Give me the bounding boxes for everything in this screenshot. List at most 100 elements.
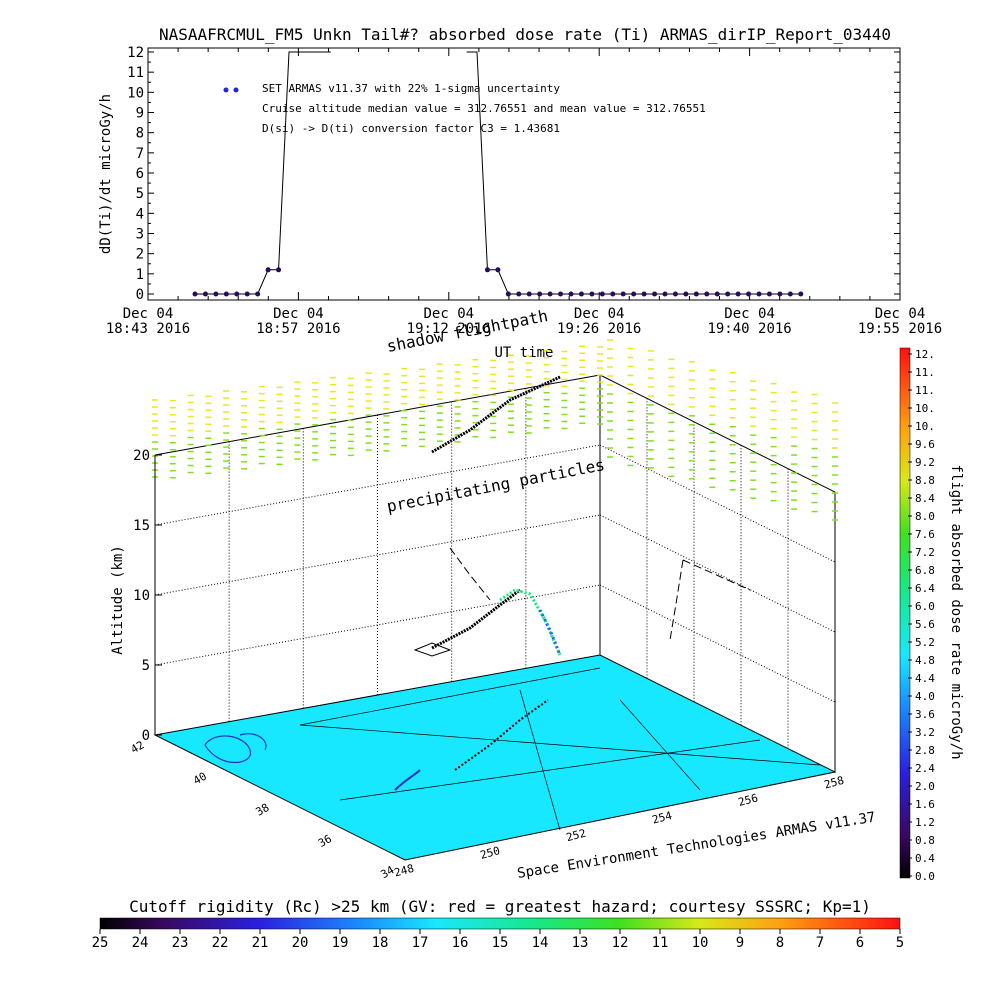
dose-colorbar-tick-label: 9.2 — [915, 456, 935, 469]
state-border — [519, 689, 561, 831]
coastline — [204, 735, 251, 763]
dose-colorbar-tick-label: 4.8 — [915, 654, 935, 667]
rigidity-colorbar-tick-label: 19 — [332, 935, 349, 951]
altitude-tick-label: 10 — [133, 588, 150, 604]
y-tick-label: 10 — [127, 85, 144, 101]
rigidity-colorbar-tick-label: 17 — [412, 935, 429, 951]
dose-colorbar-tick-label: 3.6 — [915, 708, 935, 721]
rigidity-colorbar-tick-label: 23 — [172, 935, 189, 951]
projection-line — [449, 547, 491, 601]
altitude-axis-label: Altitude (km) — [110, 545, 126, 655]
dose-colorbar-tick-label: 5.6 — [915, 618, 935, 631]
dose-colorbar-tick-label: 4.0 — [915, 690, 935, 703]
rigidity-colorbar-ticks: 25 24 23 22 21 20 19 18 17 16 15 14 13 12 11 10 9 8 7 6 5 — [92, 929, 904, 951]
dose-colorbar-tick-label: 7.2 — [915, 546, 935, 559]
data-point — [537, 291, 543, 297]
data-point — [505, 291, 511, 297]
state-border — [619, 699, 701, 791]
latitude-tick-label: 38 — [254, 801, 272, 819]
flightpath-ascent — [431, 588, 521, 650]
longitude-tick-label: 254 — [651, 809, 674, 827]
flight-path — [413, 375, 751, 657]
altitude-tick-label: 0 — [142, 728, 150, 744]
annotation-precipitating-particles: precipitating particles — [385, 455, 606, 516]
dose-colorbar-tick-label: 1.2 — [915, 816, 935, 829]
dose-colorbar-tick-label: 6.8 — [915, 564, 935, 577]
altitude-axis: 0 5 10 15 20 — [133, 448, 162, 744]
data-point — [276, 267, 282, 273]
coastline — [239, 733, 267, 751]
y-tick-label: 1 — [136, 267, 144, 283]
wall-edge — [599, 374, 836, 772]
x-tick-label-time: 19:55 2016 — [858, 321, 942, 337]
dose-colorbar-tick-label: 3.2 — [915, 726, 935, 739]
dose-colorbar-tick-label: 11. — [915, 366, 935, 379]
data-point — [693, 291, 699, 297]
rigidity-colorbar-tick-label: 5 — [896, 935, 904, 951]
dose-colorbar-tick-label: 2.0 — [915, 780, 935, 793]
data-point — [787, 291, 793, 297]
rigidity-colorbar-tick-label: 10 — [692, 935, 709, 951]
rigidity-colorbar-tick-label: 25 — [92, 935, 109, 951]
data-point — [223, 291, 229, 297]
rigidity-colorbar-tick-label: 15 — [492, 935, 509, 951]
y-tick-label: 11 — [127, 65, 144, 81]
data-point — [652, 291, 658, 297]
y-tick-label: 7 — [136, 146, 144, 162]
y-tick-label: 12 — [127, 45, 144, 61]
plot-frame — [147, 47, 901, 301]
flightpath-descent — [538, 609, 562, 656]
rigidity-colorbar-tick-label: 11 — [652, 935, 669, 951]
y-tick-label: 4 — [136, 206, 144, 222]
data-point — [756, 291, 762, 297]
data-point — [620, 291, 626, 297]
start-marker — [413, 642, 452, 657]
dose-colorbar-tick-label: 11. — [915, 384, 935, 397]
data-point — [798, 291, 804, 297]
dose-colorbar-tick-label: 8.8 — [915, 474, 935, 487]
dose-colorbar-ticks: 0.0 0.4 0.8 1.2 1.6 2.0 2.4 2.8 3.2 3.6 4.0 4.4 4.8 5… — [908, 348, 935, 883]
wall-gridline — [599, 444, 836, 563]
longitude-tick-label: 250 — [479, 844, 502, 862]
rigidity-colorbar-tick-label: 13 — [572, 935, 589, 951]
x-tick-label-time: 18:57 2016 — [256, 321, 340, 337]
dose-colorbar-tick-label: 10. — [915, 420, 935, 433]
map-floor-features — [204, 667, 821, 831]
x-axis-label: UT time — [494, 345, 553, 361]
data-point — [547, 291, 553, 297]
data-point — [213, 291, 219, 297]
data-point — [599, 291, 605, 297]
dose-colorbar-tick-label: 8.0 — [915, 510, 935, 523]
data-point — [265, 267, 271, 273]
dose-colorbar-tick-label: 9.6 — [915, 438, 935, 451]
data-point — [558, 291, 564, 297]
dose-rate-series — [192, 51, 804, 297]
rigidity-colorbar-tick-label: 16 — [452, 935, 469, 951]
data-point — [192, 291, 198, 297]
dose-colorbar-tick-label: 6.4 — [915, 582, 935, 595]
rigidity-colorbar-tick-label: 6 — [856, 935, 864, 951]
y-tick-label: 5 — [136, 186, 144, 202]
latitude-tick-label: 34 — [379, 863, 397, 881]
flightpath-top — [499, 588, 562, 656]
dose-colorbar-tick-label: 1.6 — [915, 798, 935, 811]
dose-colorbar-tick-label: 0.0 — [915, 870, 935, 883]
state-border — [299, 724, 821, 766]
dose-colorbar-tick-label: 2.8 — [915, 744, 935, 757]
dose-colorbar-tick-label: 2.4 — [915, 762, 935, 775]
dose-colorbar: 0.0 0.4 0.8 1.2 1.6 2.0 2.4 2.8 3.2 3.6 4.0 4.4 4.8 5… — [899, 347, 964, 883]
x-tick-label-date: Dec 04 — [724, 306, 775, 322]
rigidity-colorbar-tick-label: 8 — [776, 935, 784, 951]
data-point — [672, 291, 678, 297]
data-point — [631, 291, 637, 297]
data-point — [589, 291, 595, 297]
rigidity-colorbar-tick-label: 24 — [132, 935, 149, 951]
data-point — [495, 267, 501, 273]
longitude-tick-label: 252 — [565, 827, 588, 845]
data-point — [766, 291, 772, 297]
